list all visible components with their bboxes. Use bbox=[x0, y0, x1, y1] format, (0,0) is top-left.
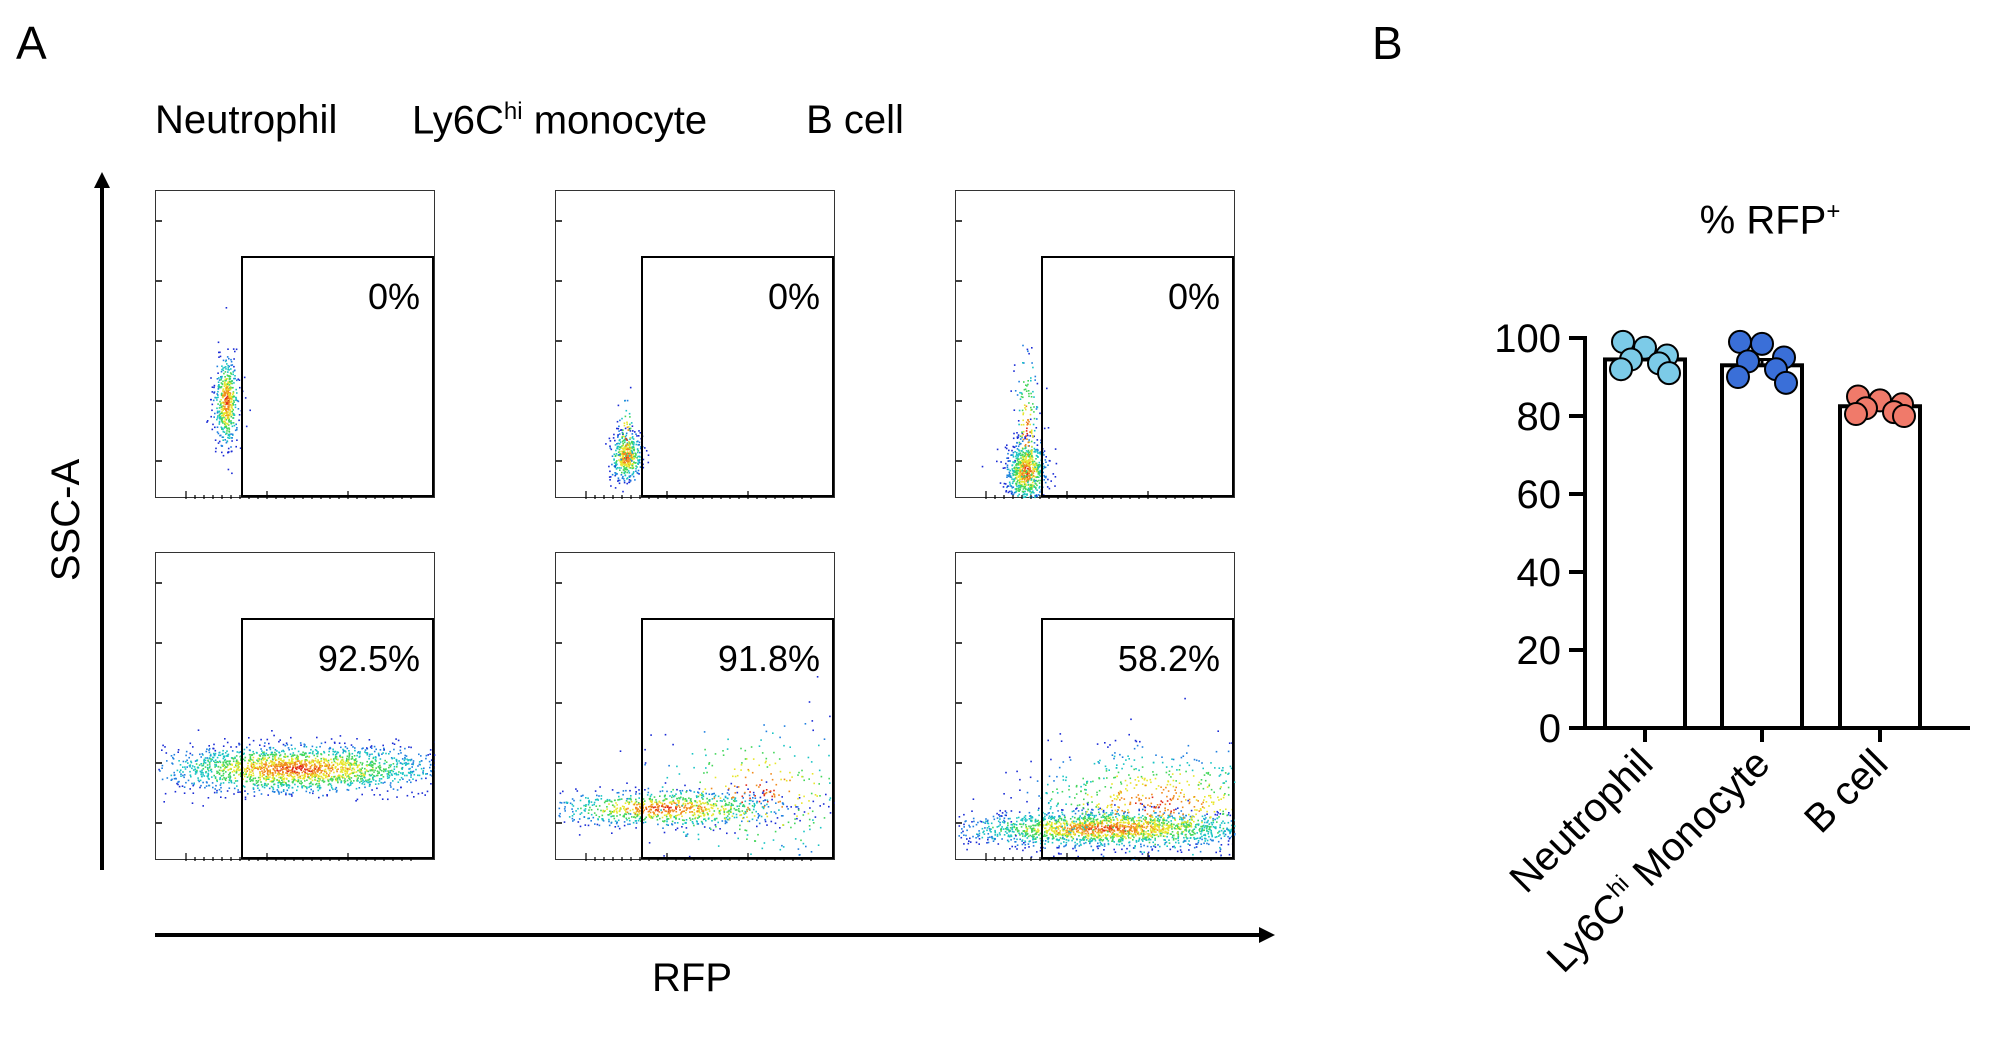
chart-title: % RFP+ bbox=[1699, 198, 1841, 243]
column-title-ly6chi-monocyte: Ly6Chi monocyte bbox=[412, 98, 708, 143]
y-tick-label: 20 bbox=[1517, 629, 1562, 673]
flow-plot: 0% bbox=[955, 190, 1235, 499]
x-axis-arrow bbox=[155, 927, 1275, 943]
rfp-positive-gate bbox=[641, 256, 834, 497]
gate-percentage: 91.8% bbox=[717, 638, 820, 679]
x-axis-label: RFP bbox=[652, 956, 732, 1000]
data-point bbox=[1750, 331, 1774, 356]
y-axis-label: SSC-A bbox=[44, 458, 88, 582]
flow-plot: 58.2% bbox=[955, 552, 1236, 861]
gate-percentage: 0% bbox=[367, 276, 420, 317]
y-tick-label: 60 bbox=[1517, 473, 1562, 517]
panel-b-label: B bbox=[1372, 17, 1403, 69]
density-dots bbox=[956, 220, 1212, 499]
flow-plot: 0% bbox=[155, 190, 435, 499]
density-dots bbox=[556, 220, 812, 499]
data-point bbox=[1609, 357, 1633, 382]
gate-percentage: 58.2% bbox=[1117, 638, 1220, 679]
gate-percentage: 0% bbox=[1167, 276, 1220, 317]
data-point bbox=[1774, 370, 1798, 395]
rfp-positive-gate bbox=[641, 618, 834, 859]
flow-plot: 0% bbox=[555, 190, 835, 499]
data-point bbox=[1892, 404, 1916, 428]
y-tick-label: 100 bbox=[1494, 317, 1561, 361]
y-tick-label: 0 bbox=[1539, 707, 1561, 751]
bar bbox=[1720, 363, 1804, 731]
panel-a-label: A bbox=[16, 17, 47, 69]
gate-percentage: 92.5% bbox=[317, 638, 420, 679]
rfp-positive-gate bbox=[241, 256, 434, 497]
data-point bbox=[1657, 361, 1681, 386]
y-axis-arrow bbox=[94, 172, 110, 870]
x-category-label: Ly6Chi Monocyte bbox=[1537, 740, 1778, 981]
rfp-positive-gate bbox=[1041, 256, 1234, 497]
y-tick-label: 80 bbox=[1517, 395, 1562, 439]
data-point bbox=[1844, 402, 1868, 427]
data-point bbox=[1726, 365, 1750, 389]
rfp-positive-gate bbox=[1041, 618, 1234, 859]
flow-plot: 91.8% bbox=[555, 552, 835, 861]
rfp-positive-gate bbox=[241, 618, 434, 859]
density-dots bbox=[156, 220, 412, 499]
column-title-b-cell: B cell bbox=[806, 98, 904, 142]
column-title-neutrophil: Neutrophil bbox=[155, 98, 338, 142]
gate-percentage: 0% bbox=[767, 276, 820, 317]
density-dots bbox=[956, 582, 1236, 861]
flow-plot: 92.5% bbox=[155, 552, 436, 861]
y-tick-label: 40 bbox=[1517, 551, 1562, 595]
x-category-label: B cell bbox=[1796, 741, 1896, 841]
bar bbox=[1838, 404, 1922, 730]
bar bbox=[1603, 357, 1687, 730]
